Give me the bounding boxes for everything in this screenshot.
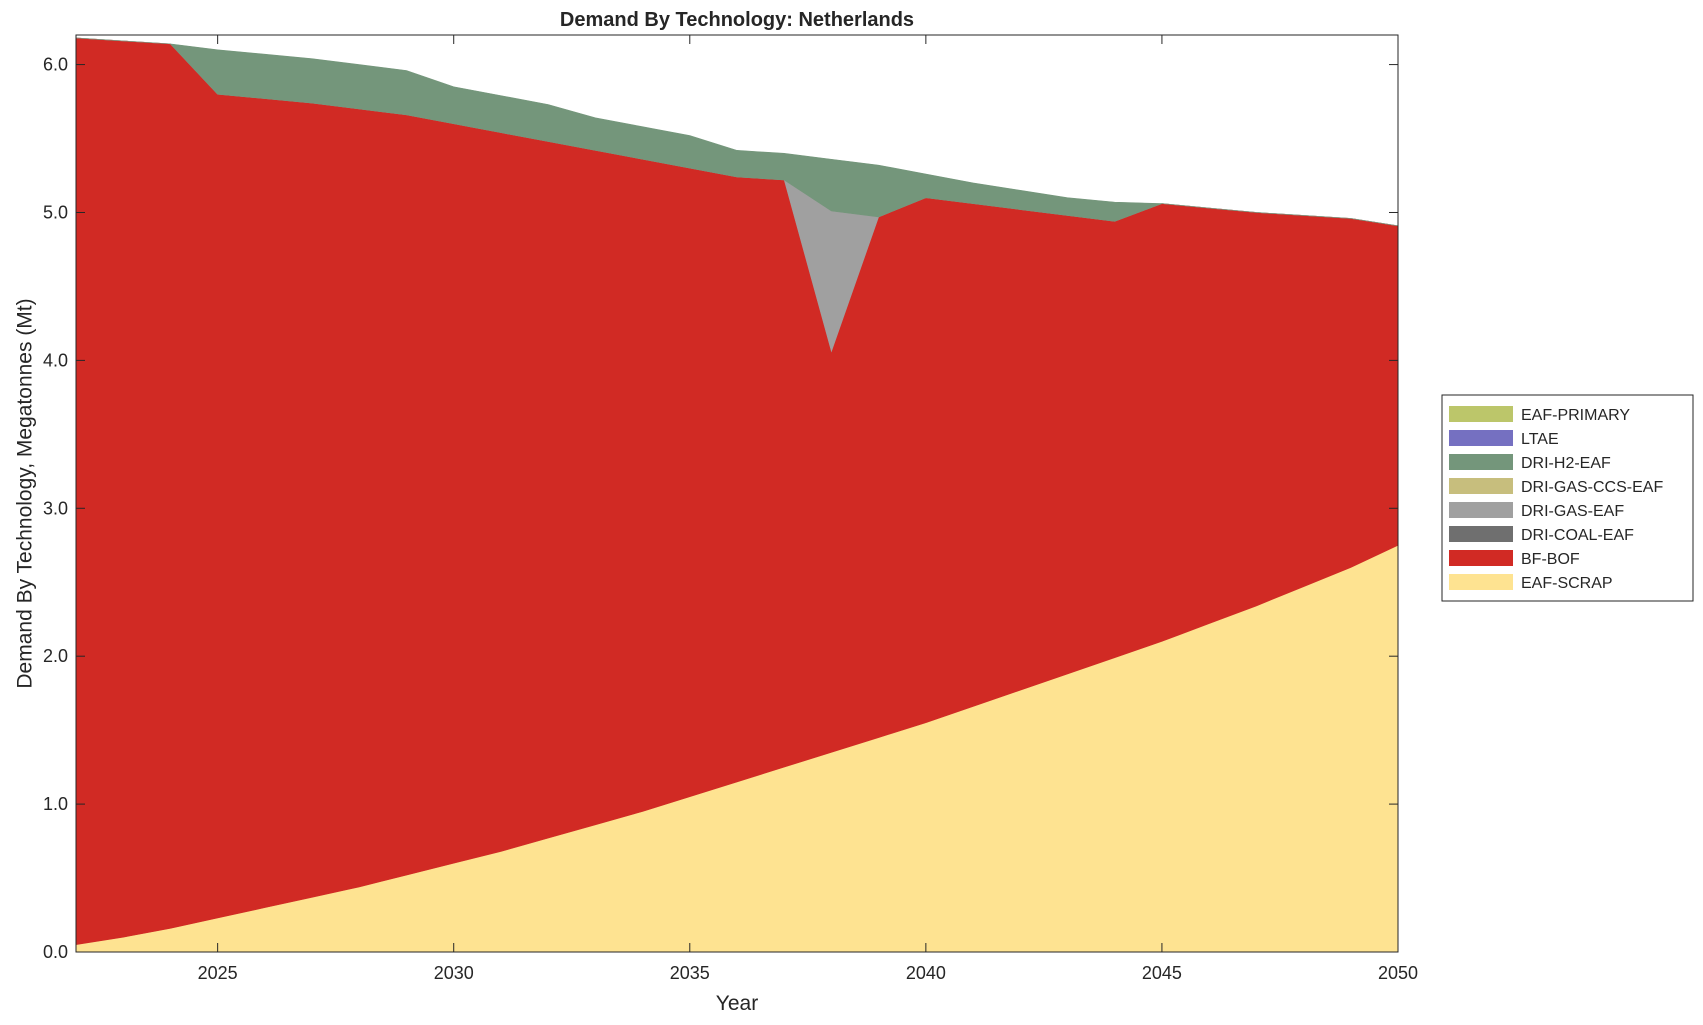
- legend-label: DRI-GAS-EAF: [1521, 503, 1624, 520]
- y-tick-label: 0.0: [43, 942, 68, 962]
- legend-item-ltae: LTAE: [1449, 430, 1559, 448]
- y-tick-label: 6.0: [43, 55, 68, 75]
- legend-items: EAF-PRIMARY LTAE DRI-H2-EAF DRI-GAS-CCS-EAF…: [1449, 406, 1663, 592]
- x-tick-label: 2050: [1378, 963, 1418, 983]
- legend-item-eaf-scrap: EAF-SCRAP: [1449, 574, 1613, 592]
- legend-item-dri-h2-eaf: DRI-H2-EAF: [1449, 454, 1611, 472]
- x-tick-label: 2035: [670, 963, 710, 983]
- legend-item-bf-bof: BF-BOF: [1449, 550, 1580, 568]
- legend-swatch: [1449, 406, 1513, 422]
- legend-swatch: [1449, 502, 1513, 518]
- y-axis-label: Demand By Technology, Megatonnes (Mt): [14, 298, 37, 688]
- legend-item-dri-gas-eaf: DRI-GAS-EAF: [1449, 502, 1624, 520]
- legend-label: DRI-COAL-EAF: [1521, 527, 1634, 544]
- legend-swatch: [1449, 454, 1513, 470]
- legend-swatch: [1449, 526, 1513, 542]
- legend-item-dri-gas-ccs-eaf: DRI-GAS-CCS-EAF: [1449, 478, 1663, 496]
- legend-label: DRI-H2-EAF: [1521, 455, 1611, 472]
- legend-swatch: [1449, 478, 1513, 494]
- x-axis-label: Year: [716, 992, 758, 1015]
- legend-label: DRI-GAS-CCS-EAF: [1521, 479, 1663, 496]
- x-tick-label: 2045: [1142, 963, 1182, 983]
- legend: EAF-PRIMARY LTAE DRI-H2-EAF DRI-GAS-CCS-EAF…: [1441, 394, 1694, 602]
- plot-frame: [75, 34, 1399, 953]
- legend-item-eaf-primary: EAF-PRIMARY: [1449, 406, 1630, 424]
- legend-label: EAF-PRIMARY: [1521, 407, 1630, 424]
- y-tick-label: 5.0: [43, 202, 68, 222]
- y-tick-label: 4.0: [43, 350, 68, 370]
- y-tick-label: 1.0: [43, 794, 68, 814]
- y-tick-label: 2.0: [43, 646, 68, 666]
- y-tick-label: 3.0: [43, 498, 68, 518]
- ticks-layer: 2025 2030 2035 2040 2045 2050 0.0 1.0 2.0 3.0 4.0 5…: [43, 35, 1418, 983]
- legend-label: BF-BOF: [1521, 551, 1580, 568]
- legend-swatch: [1449, 550, 1513, 566]
- x-tick-label: 2030: [434, 963, 474, 983]
- chart-title: Demand By Technology: Netherlands: [560, 9, 914, 31]
- x-tick-label: 2025: [198, 963, 238, 983]
- legend-label: LTAE: [1521, 431, 1559, 448]
- legend-swatch: [1449, 430, 1513, 446]
- legend-swatch: [1449, 574, 1513, 590]
- legend-box: [1441, 394, 1694, 602]
- legend-item-dri-coal-eaf: DRI-COAL-EAF: [1449, 526, 1634, 544]
- x-tick-label: 2040: [906, 963, 946, 983]
- legend-label: EAF-SCRAP: [1521, 575, 1613, 592]
